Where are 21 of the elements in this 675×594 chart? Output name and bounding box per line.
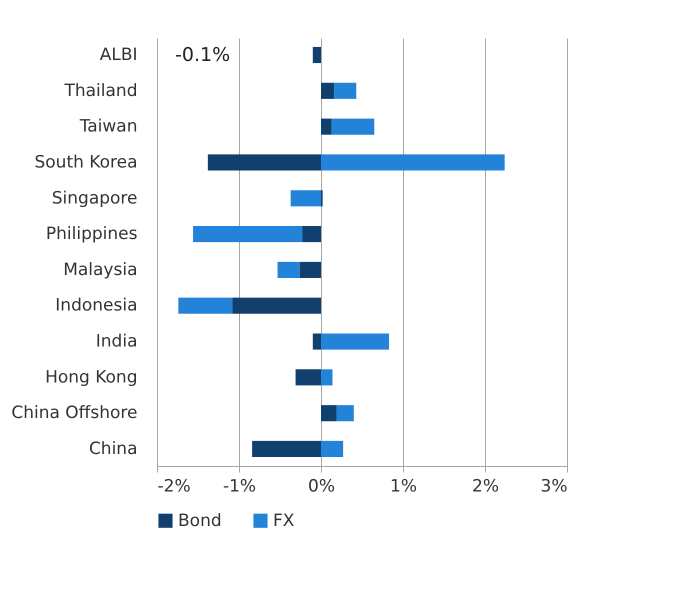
y-tick-label: China Offshore — [11, 403, 138, 424]
y-tick-label: South Korea — [34, 152, 138, 172]
y-tick-label: Singapore — [52, 188, 138, 208]
legend-label: Bond — [178, 510, 222, 531]
y-tick-label: India — [96, 332, 138, 352]
y-tick-label: Taiwan — [78, 116, 138, 137]
x-tick-label: 2% — [472, 476, 499, 496]
x-tick-label: -2% — [158, 476, 191, 496]
annotation: -0.1% — [175, 44, 230, 66]
x-tick-label: 3% — [540, 476, 568, 496]
y-tick-label: Indonesia — [55, 296, 138, 316]
x-tick-label: -1% — [222, 476, 256, 496]
y-tick-label: ALBI — [100, 45, 138, 66]
y-tick-label: Thailand — [63, 80, 138, 101]
x-tick-label: 1% — [390, 476, 417, 496]
legend-label: FX — [273, 510, 295, 531]
y-tick-label: Hong Kong — [45, 367, 138, 388]
x-tick-label: 0% — [308, 476, 335, 496]
y-tick-label: Malaysia — [63, 260, 138, 280]
y-tick-label: Philippines — [46, 224, 138, 244]
y-tick-label: China — [88, 438, 138, 459]
